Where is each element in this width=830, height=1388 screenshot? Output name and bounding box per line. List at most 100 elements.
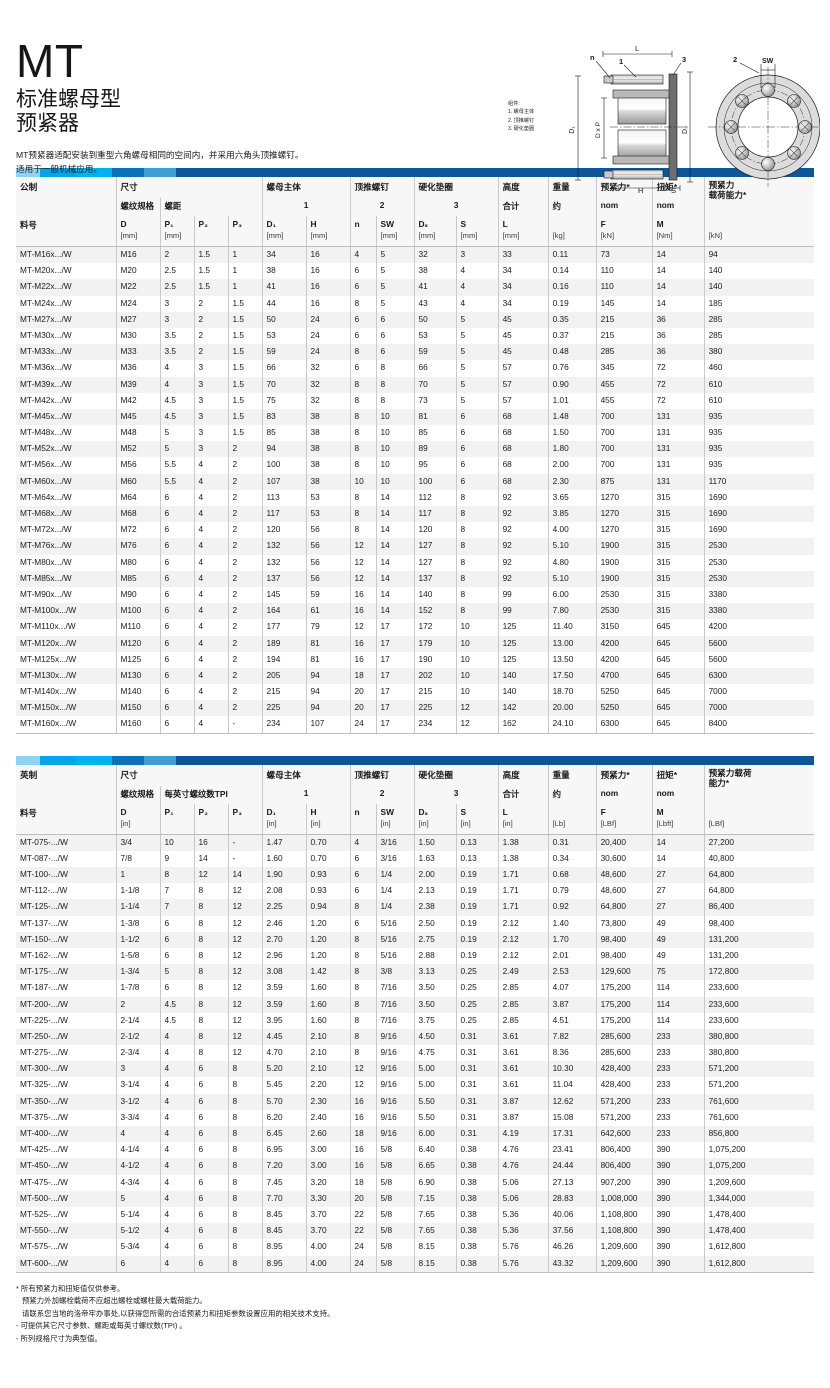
table-cell: 4 (193, 619, 228, 636)
intro-line-1: MT预紧器适配安装到重型六角螺母相同的空间内，并采用六角头顶推螺钉。 (16, 150, 304, 161)
table-cell: 390 (651, 1223, 705, 1240)
table-cell: 12 (227, 1045, 263, 1062)
table-cell: 2.5 (159, 279, 194, 296)
table-cell: 0.19 (547, 295, 597, 312)
cell-part-number: MT-M100x.../W (16, 603, 116, 620)
cell-part-number: MT-M72x.../W (16, 522, 116, 539)
table-cell: 0.90 (547, 376, 597, 393)
legend-item-3: 3. 硬化垫圈 (508, 126, 535, 133)
table-cell: 8.45 (261, 1223, 307, 1240)
table-cell: 10 (375, 473, 415, 490)
table-cell: 46.26 (547, 1239, 597, 1256)
table-cell: 642,600 (595, 1126, 653, 1143)
table-cell: 3 (193, 425, 228, 442)
table-cell: 12 (227, 980, 263, 997)
table-cell: 110 (595, 279, 653, 296)
cell-part-number: MT-400-.../W (16, 1126, 116, 1143)
metric-header-height-total: 合计 (497, 198, 549, 216)
table-cell: 1,478,400 (703, 1206, 814, 1224)
metric-header-weight-approx: 约 (547, 198, 597, 216)
table-cell: 2.85 (497, 996, 549, 1013)
table-cell: 4 (115, 1126, 160, 1143)
table-cell: 17 (375, 684, 415, 701)
table-cell: 4 (159, 1239, 194, 1256)
table-cell: 6.20 (261, 1109, 307, 1126)
table-cell: 38 (305, 441, 351, 458)
metric-table-body: MT-M16x.../W M16 2 1.5 1 34 16 4 5 32 3 33 0.11 73 14 9… (16, 246, 814, 734)
table-cell: 3.61 (497, 1061, 549, 1078)
table-cell: 0.31 (455, 1045, 499, 1062)
table-cell: 8 (227, 1223, 263, 1240)
table-cell: 700 (595, 425, 653, 442)
table-cell: 215 (413, 684, 457, 701)
imperial-symbol-weight (547, 803, 597, 819)
page-subtitle-line2: 预紧器 (16, 112, 79, 136)
metric-symbol-D: D (115, 216, 160, 231)
table-cell: 34 (261, 246, 307, 264)
table-cell: 125 (497, 619, 549, 636)
table-cell: 16 (305, 279, 351, 296)
table-cell: 225 (261, 700, 307, 717)
table-row: MT-137-.../W 1-3/8 6 8 12 2.46 1.20 6 5/16 2.50 0.… (16, 915, 814, 932)
table-cell: 7 (159, 883, 194, 900)
table-cell: 3.87 (497, 1109, 549, 1126)
table-cell: 132 (261, 554, 307, 571)
table-cell: 4 (159, 1255, 194, 1273)
table-row: MT-M120x.../W M120 6 4 2 189 81 16 17 179 10 125 13.… (16, 635, 814, 652)
table-cell: M76 (115, 538, 160, 555)
footnote-5: - 所列规格尺寸为典型值。 (16, 1334, 102, 1343)
table-row: MT-225-.../W 2-1/4 4.5 8 12 3.95 1.60 8 7/16 3.75… (16, 1012, 814, 1029)
table-cell: 2 (227, 700, 263, 717)
table-cell: 20 (349, 700, 377, 717)
drawing-legend: 组件: 1. 螺母主体 2. 顶推螺钉 3. 硬化垫圈 (508, 100, 534, 134)
table-cell: M110 (115, 619, 160, 636)
table-cell: 9/16 (375, 1077, 415, 1094)
imperial-symbol-n: n (349, 803, 377, 819)
table-cell: M27 (115, 311, 160, 328)
table-cell: 17 (375, 619, 415, 636)
table-cell: 202 (413, 667, 457, 685)
cell-part-number: MT-112-.../W (16, 883, 116, 900)
table-cell: 2.20 (305, 1077, 351, 1094)
table-cell: 12 (193, 867, 228, 884)
cell-part-number: MT-M52x.../W (16, 441, 116, 458)
table-cell: 5 (375, 295, 415, 312)
table-cell: 7/8 (115, 850, 160, 867)
table-cell: 6 (193, 1158, 228, 1175)
metric-symbol-Ds: Dₛ (413, 216, 457, 231)
table-row: MT-M72x.../W M72 6 4 2 120 56 8 14 120 8 92 4.00 1270… (16, 522, 814, 539)
table-cell: 13.50 (547, 651, 597, 668)
table-cell: 2.88 (413, 947, 457, 965)
table-cell: 6 (159, 538, 194, 555)
table-cell: 12 (227, 964, 263, 981)
table-cell: 8 (227, 1255, 263, 1273)
table-cell: 6 (159, 506, 194, 523)
table-cell: 12 (227, 1028, 263, 1046)
table-cell: 45 (497, 344, 549, 361)
table-cell: 1,209,600 (703, 1174, 814, 1191)
table-cell: 0.31 (455, 1109, 499, 1126)
cell-part-number: MT-M36x.../W (16, 360, 116, 377)
table-cell: 8 (455, 586, 499, 604)
table-cell: 5.76 (497, 1239, 549, 1256)
table-cell: 1.5 (227, 295, 263, 312)
table-cell: 75 (261, 392, 307, 409)
imperial-symbol-H: H (305, 803, 351, 819)
cell-part-number: MT-M140x.../W (16, 684, 116, 701)
metric-symbol-n: n (349, 216, 377, 231)
table-cell: 57 (497, 360, 549, 377)
table-cell: 4 (159, 360, 194, 377)
page-title: MT (16, 35, 84, 87)
table-row: MT-M85x.../W M85 6 4 2 137 56 12 14 137 8 92 5.10 190… (16, 570, 814, 587)
table-cell: 68 (497, 441, 549, 458)
table-cell: 1.5 (227, 344, 263, 361)
table-cell: 3.20 (305, 1174, 351, 1191)
table-cell: 0.38 (455, 1190, 499, 1207)
imperial-unit-D: [in] (115, 818, 160, 835)
table-cell: 390 (651, 1239, 705, 1256)
table-cell: 5.36 (497, 1206, 549, 1224)
table-cell: 5 (455, 344, 499, 361)
table-cell: 1690 (703, 522, 814, 539)
footnote-4: - 可提供其它尺寸参数、螺距或每英寸螺纹数(TPI) 。 (16, 1321, 187, 1331)
cell-part-number: MT-M39x.../W (16, 376, 116, 393)
